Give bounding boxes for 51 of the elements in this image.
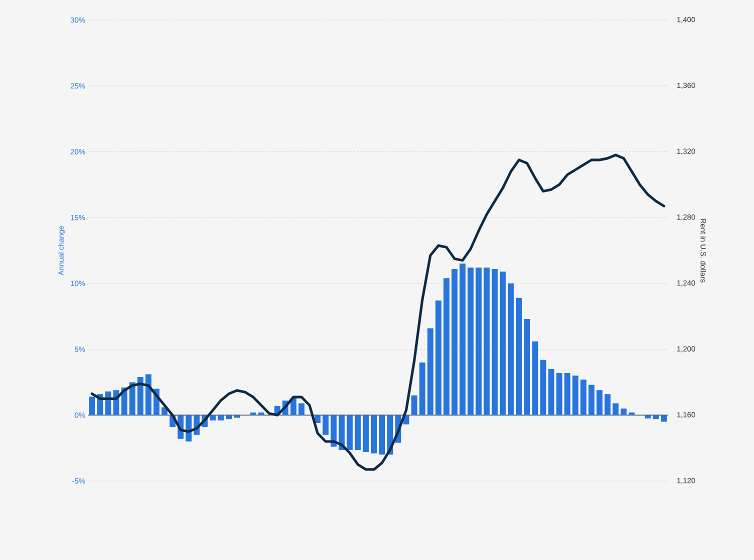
bar [564, 372, 570, 416]
bar [330, 415, 337, 447]
bar [186, 415, 192, 442]
bar [604, 394, 611, 416]
bar [476, 268, 482, 416]
bar [620, 408, 627, 416]
bar [435, 300, 442, 416]
bar [500, 272, 506, 416]
bar [258, 412, 264, 416]
bar [484, 268, 490, 416]
bar [492, 268, 498, 416]
bar [572, 376, 578, 416]
bar [596, 390, 603, 416]
bar [362, 415, 369, 452]
bar [524, 318, 530, 416]
bar [354, 415, 361, 450]
bar [588, 384, 594, 416]
bar [250, 412, 256, 416]
bar [644, 415, 651, 418]
bar [298, 403, 304, 416]
bar [452, 268, 458, 416]
bar [427, 328, 434, 416]
bar [443, 278, 450, 416]
bar [468, 268, 474, 416]
bar [532, 341, 538, 416]
bar [460, 264, 466, 416]
bar [89, 396, 96, 416]
bar [411, 395, 418, 416]
bar [652, 415, 659, 420]
bar [660, 415, 667, 422]
bar [226, 415, 232, 420]
bar [145, 374, 152, 416]
bar [210, 415, 216, 420]
bar [137, 376, 144, 416]
bar [556, 372, 562, 416]
bar [234, 415, 240, 418]
bar [612, 403, 619, 416]
bar [314, 415, 321, 424]
bar [218, 415, 224, 420]
bar [419, 362, 426, 416]
bar [379, 415, 386, 455]
bar [580, 380, 586, 416]
bar [129, 382, 136, 416]
bar [370, 415, 377, 454]
bar [508, 283, 514, 416]
bar [290, 398, 296, 416]
bar [540, 360, 546, 416]
bar [548, 369, 554, 416]
bar [516, 298, 522, 416]
bar [346, 415, 353, 450]
bar [322, 415, 329, 435]
